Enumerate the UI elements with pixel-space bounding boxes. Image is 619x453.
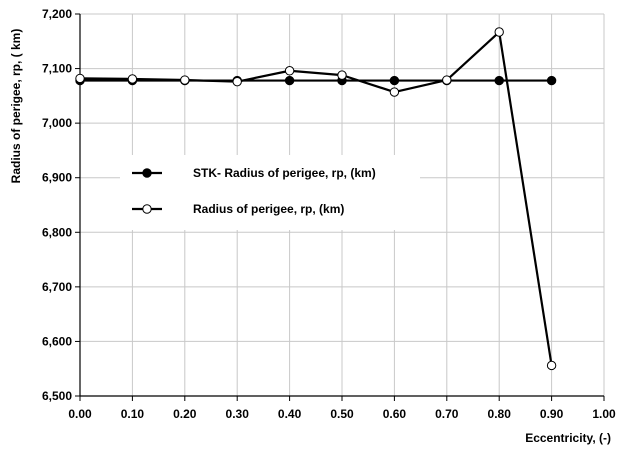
data-point — [546, 75, 557, 86]
y-tick-label: 7,100 — [42, 62, 72, 76]
y-tick-label: 6,700 — [42, 280, 72, 294]
legend: STK- Radius of perigee, rp, (km) Radius o… — [120, 155, 420, 230]
x-tick-label: 0.60 — [383, 407, 407, 421]
x-tick-label: 0.00 — [68, 407, 92, 421]
data-point — [494, 27, 504, 37]
series-2 — [75, 27, 557, 371]
x-tick-label: 0.20 — [173, 407, 197, 421]
series-layer — [75, 27, 557, 371]
x-tick-label: 0.30 — [226, 407, 250, 421]
y-axis-title: Radius of perigee, rp, ( km) — [9, 29, 23, 184]
legend-marker — [142, 168, 152, 178]
legend-label: Radius of perigee, rp, (km) — [193, 202, 344, 216]
data-point — [127, 74, 138, 84]
data-point — [180, 75, 190, 85]
y-tick-label: 7,000 — [42, 116, 72, 130]
x-tick-label: 0.70 — [435, 407, 459, 421]
series-line — [79, 30, 553, 366]
x-tick-label: 1.00 — [592, 407, 616, 421]
y-tick-label: 6,600 — [42, 334, 72, 348]
x-tick-label: 0.80 — [488, 407, 512, 421]
x-axis-title: Eccentricity, (-) — [525, 431, 611, 445]
data-point — [389, 87, 400, 97]
y-tick-label: 6,800 — [42, 225, 72, 239]
data-point — [494, 75, 504, 86]
legend-box — [120, 155, 420, 230]
data-point — [232, 76, 242, 87]
x-tick-label: 0.50 — [330, 407, 354, 421]
data-point — [337, 70, 347, 80]
data-point — [389, 75, 400, 86]
tick-labels: 0.00 0.10 0.20 0.30 0.40 0.50 0.60 0.70 0.80 0.90… — [42, 7, 616, 421]
x-tick-label: 0.90 — [540, 407, 564, 421]
x-tick-label: 0.40 — [278, 407, 302, 421]
legend-item: STK- Radius of perigee, rp, (km) — [132, 166, 376, 180]
legend-item: Radius of perigee, rp, (km) — [132, 202, 344, 216]
data-point — [284, 75, 295, 86]
data-point — [546, 360, 557, 371]
y-tick-label: 6,500 — [42, 389, 72, 403]
x-tick-label: 0.10 — [121, 407, 145, 421]
y-tick-label: 6,900 — [42, 171, 72, 185]
data-point — [284, 66, 295, 76]
legend-label: STK- Radius of perigee, rp, (km) — [193, 166, 376, 180]
data-point — [442, 75, 452, 85]
legend-marker — [142, 204, 152, 214]
y-tick-label: 7,200 — [42, 7, 72, 21]
data-point — [75, 73, 85, 84]
